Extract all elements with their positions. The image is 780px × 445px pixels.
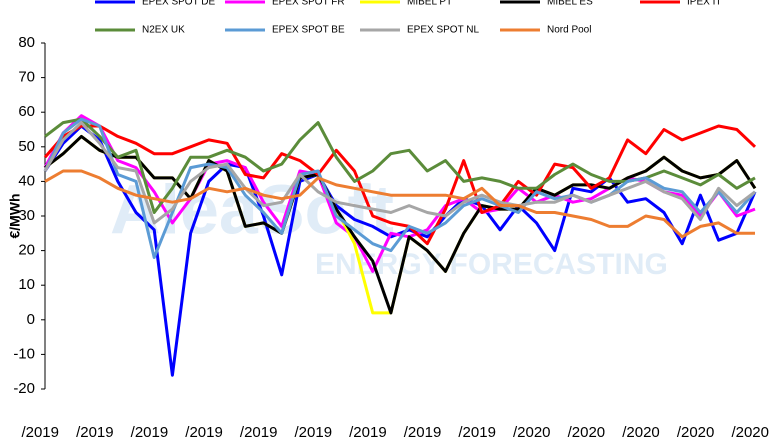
legend-label: Nord Pool bbox=[547, 25, 591, 36]
y-axis-label: €/MWh bbox=[7, 193, 23, 238]
y-tick-label: 40 bbox=[18, 172, 35, 189]
legend-label: EPEX SPOT DE bbox=[142, 0, 216, 8]
x-tick-label: /2020 bbox=[731, 424, 769, 440]
series-line bbox=[43, 117, 757, 259]
y-tick-label: 10 bbox=[18, 276, 35, 293]
legend-label: MIBEL ES bbox=[547, 0, 593, 8]
legend-label: N2EX UK bbox=[142, 25, 185, 36]
x-tick-label: /2019 bbox=[240, 424, 278, 440]
legend-label: MIBEL PT bbox=[407, 0, 452, 8]
x-tick-label: /2019 bbox=[458, 424, 496, 440]
y-tick-label: 60 bbox=[18, 103, 35, 120]
series-line bbox=[43, 124, 757, 246]
x-tick-label: /2019 bbox=[131, 424, 169, 440]
y-tick-label: -20 bbox=[13, 380, 35, 397]
x-tick-label: /2019 bbox=[185, 424, 223, 440]
x-tick-label: /2019 bbox=[76, 424, 114, 440]
series-line bbox=[44, 134, 757, 315]
y-tick-label: 70 bbox=[18, 69, 35, 86]
x-tick-label: /2019 bbox=[349, 424, 387, 440]
x-tick-label: /2020 bbox=[568, 424, 606, 440]
series-line bbox=[44, 169, 755, 239]
x-tick-label: /2020 bbox=[677, 424, 715, 440]
y-tick-label: 20 bbox=[18, 242, 35, 259]
legend-label: IPEX IT bbox=[687, 0, 721, 8]
y-tick-label: 80 bbox=[18, 34, 35, 51]
y-tick-label: 0 bbox=[27, 311, 35, 328]
legend-label: EPEX SPOT NL bbox=[407, 25, 480, 36]
legend-label: EPEX SPOT FR bbox=[272, 0, 345, 8]
x-tick-label: /2020 bbox=[622, 424, 660, 440]
x-tick-label: /2019 bbox=[295, 424, 333, 440]
y-tick-label: -10 bbox=[13, 345, 35, 362]
x-tick-label: /2019 bbox=[21, 424, 59, 440]
legend-label: EPEX SPOT BE bbox=[272, 25, 345, 36]
series-line bbox=[43, 124, 757, 377]
series-line bbox=[43, 121, 756, 225]
y-tick-label: 50 bbox=[18, 138, 35, 155]
y-tick-label: 30 bbox=[18, 207, 35, 224]
x-tick-label: /2019 bbox=[404, 424, 442, 440]
x-tick-label: /2020 bbox=[513, 424, 551, 440]
